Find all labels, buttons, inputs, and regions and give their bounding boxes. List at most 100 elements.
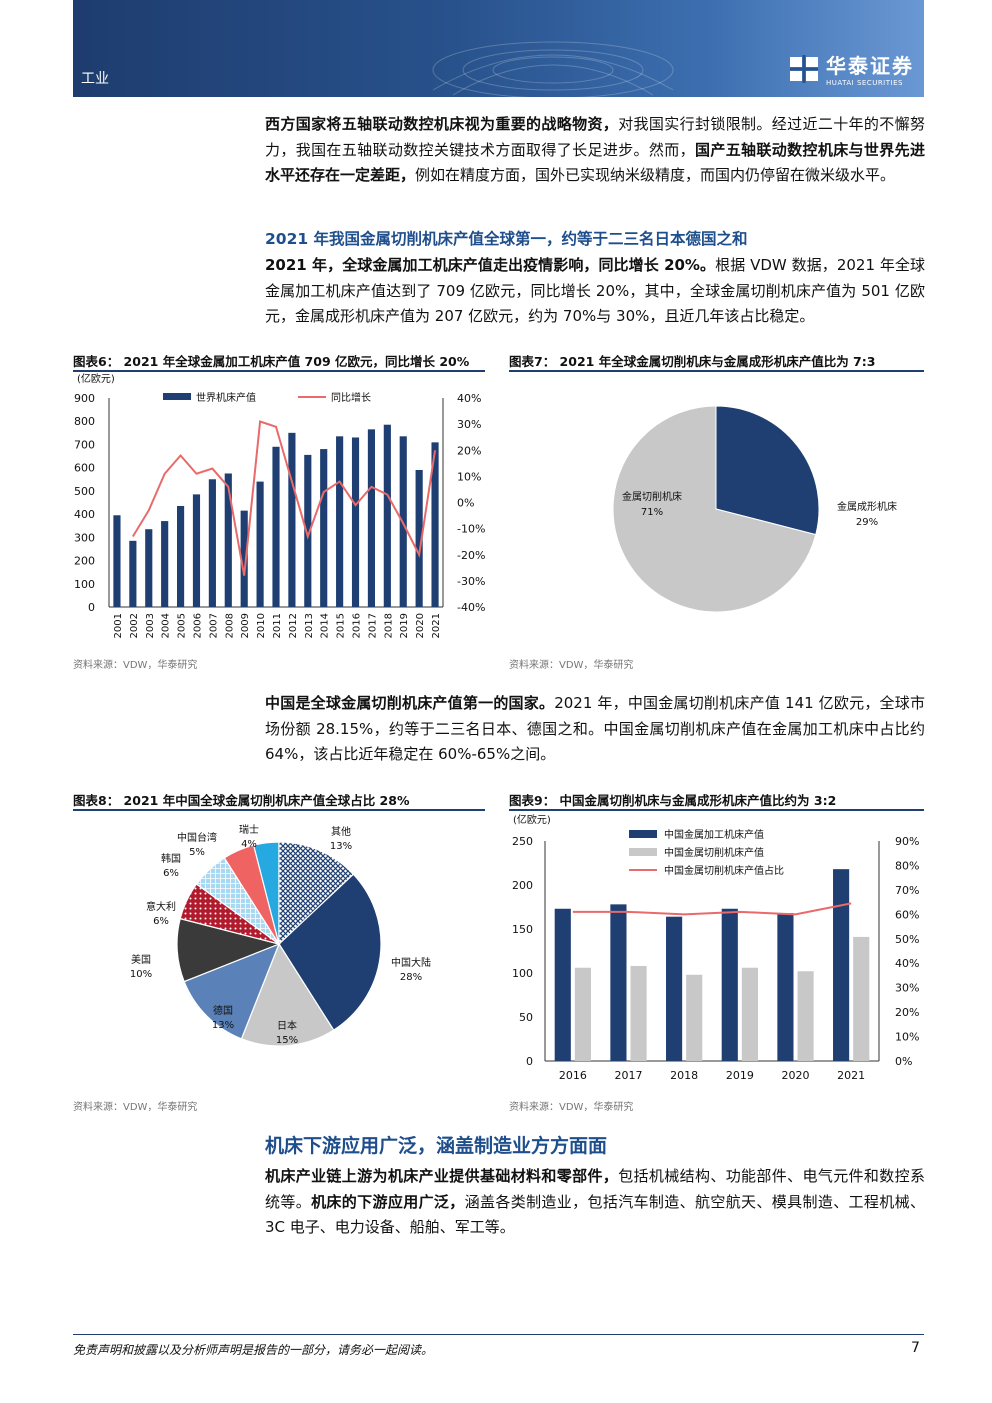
fig7-label-name: 金属成形机床 <box>837 500 897 513</box>
fig9-x-tick: 2020 <box>782 1069 810 1082</box>
fig6-source: 资料来源：VDW，华泰研究 <box>73 660 198 671</box>
fig9-y-left-tick: 0 <box>526 1055 533 1068</box>
subtitle-1: 2021 年我国金属切削机床产值全球第一，约等于二三名日本德国之和 <box>265 230 748 248</box>
fig9-rule <box>509 809 924 811</box>
fig9-y-right-tick: 30% <box>895 982 919 995</box>
fig6-x-tick: 2015 <box>336 613 347 638</box>
fig9-legend-cutting-swatch <box>629 848 657 856</box>
fig6-y-left-tick: 100 <box>74 578 95 591</box>
para1-text-1: 对我国实行封锁限制。经过近二十年的不懈努力，我国在五轴联动数控关键技术方面取得了… <box>265 115 925 159</box>
fig6-x-tick: 2018 <box>383 613 394 638</box>
fig9-legend-total-swatch <box>629 830 657 838</box>
fig6-x-tick: 2012 <box>288 613 299 638</box>
fig6-y-right-tick: 20% <box>457 444 481 457</box>
fig9-x-tick: 2018 <box>670 1069 698 1082</box>
fig8-label-pct: 28% <box>400 972 422 983</box>
fig9-y-left-tick: 50 <box>519 1011 533 1024</box>
fig6-y-left-tick: 400 <box>74 508 95 521</box>
fig6-growth-line <box>132 420 437 576</box>
fig8-label-pct: 13% <box>330 841 352 852</box>
fig6-bar <box>192 494 201 607</box>
fig6-bar <box>415 469 423 607</box>
fig7-chart: 金属成形机床 29% 金属切削机床 71% <box>612 405 897 613</box>
fig8-label-pct: 10% <box>130 969 152 980</box>
fig8-label-pct: 4% <box>241 839 257 850</box>
fig9-y-left-tick: 150 <box>512 923 533 936</box>
fig8-label-name: 其他 <box>331 825 351 838</box>
para2-bold: 2021 年，全球金属加工机床产值走出疫情影响，同比增长 20%。 <box>265 256 716 274</box>
fig6-x-tick: 2010 <box>256 613 267 638</box>
fig6-x-tick: 2003 <box>145 613 156 638</box>
paragraph-2: 2021 年，全球金属加工机床产值走出疫情影响，同比增长 20%。根据 VDW … <box>265 253 925 330</box>
fig6-x-tick: 2004 <box>161 613 172 638</box>
section-label: 工业 <box>81 71 109 87</box>
para4-bold-1: 机床产业链上游为机床产业提供基础材料和零部件， <box>265 1167 619 1185</box>
fig7-pie-slice <box>612 405 817 613</box>
fig6-unit-label: (亿欧元) <box>77 372 115 385</box>
fig9-bar-cutting <box>574 967 591 1061</box>
fig9-y-right-tick: 90% <box>895 835 919 848</box>
fig8-pie-slice <box>183 942 281 1040</box>
fig6-x-tick: 2002 <box>129 613 140 638</box>
fig7-label-name: 金属切削机床 <box>622 490 682 503</box>
fig6-bar <box>336 436 344 607</box>
fig6-x-tick: 2013 <box>304 613 315 638</box>
fig6-x-tick: 2020 <box>415 613 426 638</box>
fig9-bar-total <box>554 908 571 1061</box>
fig6-bar <box>113 515 121 607</box>
fig9-x-tick: 2021 <box>837 1069 865 1082</box>
fig6-bar <box>161 521 169 607</box>
fig9-source: 资料来源：VDW，华泰研究 <box>509 1102 634 1113</box>
paragraph-1: 西方国家将五轴联动数控机床视为重要的战略物资，对我国实行封锁限制。经过近二十年的… <box>265 112 925 189</box>
fig9-bar-total <box>721 908 738 1061</box>
fig9-x-tick: 2017 <box>615 1069 643 1082</box>
fig8-title: 图表8： 2021 年中国全球金属切削机床产值全球占比 28% <box>73 793 410 808</box>
fig6-bar <box>145 529 153 607</box>
fig6-x-tick: 2008 <box>224 613 235 638</box>
fig9-title: 图表9： 中国金属切削机床与金属成形机床产值比约为 3:2 <box>509 793 837 808</box>
fig6-y-right-tick: -10% <box>457 523 485 536</box>
fig9-legend-share-label: 中国金属切削机床产值占比 <box>664 864 784 877</box>
fig9-chart: (亿欧元) 0 50 100 150 200 250 0% 10% 20% 30% 40% 50% 60%… <box>512 813 919 1082</box>
fig6-bar <box>208 479 216 607</box>
brand-mark-icon <box>790 54 818 83</box>
fig8-pie-slice <box>240 942 335 1047</box>
fig6-y-right-tick: 30% <box>457 418 481 431</box>
fig8-source: 资料来源：VDW，华泰研究 <box>73 1102 198 1113</box>
fig6-x-tick: 2001 <box>113 613 124 638</box>
fig6-y-left-tick: 0 <box>88 601 95 614</box>
fig6-y-right-tick: 40% <box>457 392 481 405</box>
fig6-legend-bar-label: 世界机床产值 <box>196 391 256 404</box>
brand-logo: 华泰证券 HUATAI SECURITIES <box>788 50 914 87</box>
fig6-title: 图表6： 2021 年全球金属加工机床产值 709 亿欧元，同比增长 20% <box>73 354 470 369</box>
fig9-y-left-tick: 100 <box>512 967 533 980</box>
brand-name-cn: 华泰证券 <box>826 54 914 78</box>
fig6-bar <box>367 429 376 607</box>
fig9-y-right-tick: 80% <box>895 859 919 872</box>
fig6-y-left-tick: 700 <box>74 438 95 451</box>
fig6-y-left-tick: 500 <box>74 485 95 498</box>
fig9-x-tick: 2019 <box>726 1069 754 1082</box>
page-number: 7 <box>911 1340 920 1356</box>
fig8-rule <box>73 809 485 811</box>
fig6-bar <box>240 510 248 607</box>
fig7-label-pct: 71% <box>641 507 663 518</box>
para3-bold: 中国是全球金属切削机床产值第一的国家。 <box>265 694 555 712</box>
para2-text: 根据 VDW 数据，2021 年全球金属加工机床产值达到了 709 亿欧元，同比… <box>265 256 925 325</box>
para4-text-1: 包括机械结构、功能部件、电气元件和数控系统等。 <box>265 1167 925 1211</box>
page-header: 工业 华泰证券 HUATAI SECURITIES <box>73 0 924 97</box>
fig9-bar-cutting <box>741 967 758 1061</box>
fig9-bar-cutting <box>853 936 870 1061</box>
fig8-label-name: 德国 <box>213 1004 233 1017</box>
paragraph-3: 中国是全球金属切削机床产值第一的国家。2021 年，中国金属切削机床产值 141… <box>265 691 925 768</box>
fig7-title: 图表7： 2021 年全球金属切削机床与金属成形机床产值比为 7:3 <box>509 354 876 369</box>
fig6-bar <box>383 424 391 607</box>
fig6-bar <box>320 449 328 607</box>
fig6-chart: (亿欧元) 0 100 200 300 400 500 600 700 800 900 -40% -30… <box>74 372 485 638</box>
header-decoration <box>432 41 674 97</box>
fig9-legend-total-label: 中国金属加工机床产值 <box>664 828 764 841</box>
fig6-legend-line-label: 同比增长 <box>331 391 371 404</box>
fig9-y-right-tick: 20% <box>895 1006 919 1019</box>
fig6-bar <box>129 540 137 607</box>
fig9-y-right-tick: 50% <box>895 933 919 946</box>
